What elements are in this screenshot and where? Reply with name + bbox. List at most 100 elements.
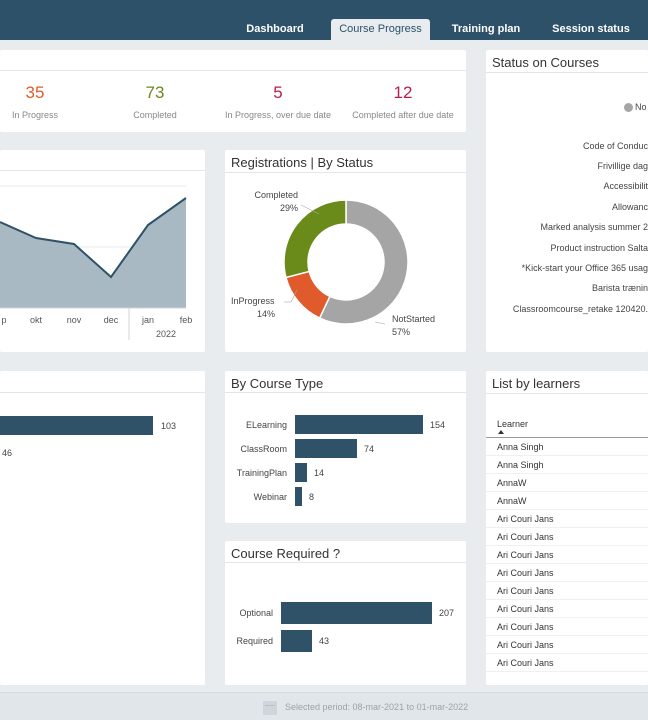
timeline-area — [0, 198, 186, 308]
donut-pct-completed: 29% — [279, 203, 298, 213]
panel-title: By Course Type — [231, 376, 324, 391]
course-name[interactable]: Frivillige dag — [597, 161, 648, 171]
course-name[interactable]: Marked analysis summer 2 — [540, 222, 648, 232]
column-header-learner[interactable]: Learner — [497, 419, 529, 429]
sort-asc-icon[interactable] — [498, 430, 504, 434]
learners-panel: List by learners Learner Anna Singh Anna … — [486, 371, 648, 685]
kpi-value: 12 — [393, 83, 413, 102]
donut-label-notstarted: NotStarted — [392, 314, 436, 324]
year-tick: 2022 — [155, 329, 177, 339]
course-name[interactable]: Code of Conduc — [582, 141, 648, 151]
bar-label: Optional — [239, 608, 273, 618]
donut-slice-completed[interactable] — [283, 199, 347, 279]
month-tick: dec — [103, 315, 119, 325]
table-row[interactable]: AnnaW — [486, 492, 648, 510]
course-name[interactable]: Barista trænin — [591, 283, 648, 293]
kpi-in-progress-overdue[interactable]: 5 In Progress, over due date — [218, 50, 338, 130]
tab-training-plan[interactable]: Training plan — [451, 23, 521, 35]
month-tick: nov — [66, 315, 82, 325]
course-required-panel: Course Required ? Optional 207 Required 43 — [225, 541, 466, 685]
table-row[interactable]: Ari Couri Jans — [486, 654, 648, 672]
month-tick: okt — [29, 315, 42, 325]
bar-value: 103 — [161, 421, 177, 431]
bar-value: 154 — [430, 419, 446, 430]
kpi-completed-after-due[interactable]: 12 Completed after due date — [343, 50, 463, 130]
table-row[interactable]: Anna Singh — [486, 438, 648, 456]
bar-label: ELearning — [245, 419, 287, 430]
legend-dot-icon — [624, 103, 633, 112]
legend-item[interactable]: No — [635, 102, 647, 112]
tab-dashboard[interactable]: Dashboard — [246, 23, 304, 35]
panel-title: Registrations | By Status — [231, 155, 374, 170]
course-name[interactable]: Accessibilit — [603, 181, 648, 191]
bar-value: 74 — [364, 443, 375, 454]
month-tick: jan — [141, 315, 154, 325]
donut-slice-inprogress[interactable] — [285, 270, 331, 320]
kpi-label: Completed — [133, 110, 177, 120]
panel-title: List by learners — [492, 376, 581, 391]
donut-label-completed: Completed — [254, 190, 298, 200]
registrations-donut-chart[interactable] — [225, 150, 466, 352]
bar-value: 8 — [309, 491, 315, 502]
course-name[interactable]: Allowanc — [611, 202, 648, 212]
bar-value: 14 — [314, 467, 325, 478]
timeline-area-chart[interactable] — [0, 150, 205, 352]
month-tick: p — [1, 315, 7, 325]
footer-bar: Selected period: 08-mar-2021 to 01-mar-2… — [0, 692, 648, 720]
bar[interactable] — [295, 487, 302, 506]
donut-pct-notstarted: 57% — [392, 327, 411, 337]
bar-label: Webinar — [253, 491, 287, 502]
kpi-value: 73 — [145, 83, 165, 102]
donut-label-inprogress: InProgress — [231, 296, 275, 306]
donut-slice-notstarted[interactable] — [318, 199, 409, 325]
bar-label: Required — [236, 636, 273, 646]
panel-title: Status on Courses — [492, 55, 599, 70]
bar[interactable] — [295, 463, 307, 482]
table-row[interactable]: AnnaW — [486, 474, 648, 492]
left-bar-panel: 103 46 — [0, 371, 205, 685]
bar-value: 46 — [2, 448, 13, 458]
tab-session-status[interactable]: Session status — [552, 23, 630, 35]
bar[interactable] — [281, 602, 432, 624]
kpi-value: 35 — [25, 83, 45, 102]
table-row[interactable]: Ari Couri Jans — [486, 528, 648, 546]
course-name[interactable]: *Kick-start your Office 365 usag — [521, 263, 648, 273]
table-row[interactable]: Ari Couri Jans — [486, 636, 648, 654]
table-row[interactable]: Ari Couri Jans — [486, 582, 648, 600]
panel-title: Course Required ? — [231, 546, 341, 561]
tab-course-progress[interactable]: Course Progress — [331, 19, 430, 40]
kpi-value: 5 — [273, 83, 283, 102]
selected-period: Selected period: 08-mar-2021 to 01-mar-2… — [285, 702, 469, 712]
table-row[interactable]: Ari Couri Jans — [486, 546, 648, 564]
timeline-line — [0, 197, 187, 279]
kpi-panel: 35 In Progress 73 Completed 5 In Progres… — [0, 50, 466, 132]
bar-value: 207 — [439, 608, 455, 618]
kpi-label: Completed after due date — [352, 110, 454, 120]
kpi-completed[interactable]: 73 Completed — [100, 50, 210, 130]
course-name[interactable]: Product instruction Salta — [550, 243, 648, 253]
bar[interactable] — [295, 415, 423, 434]
bar-label: ClassRoom — [240, 443, 287, 454]
table-row[interactable]: Ari Couri Jans — [486, 564, 648, 582]
table-row[interactable]: Ari Couri Jans — [486, 510, 648, 528]
table-row[interactable]: Ari Couri Jans — [486, 600, 648, 618]
bar-value: 43 — [319, 636, 330, 646]
donut-pct-inprogress: 14% — [257, 309, 276, 319]
bar[interactable] — [281, 630, 312, 652]
bar[interactable] — [295, 439, 357, 458]
table-row[interactable]: Ari Couri Jans — [486, 618, 648, 636]
kpi-in-progress[interactable]: 35 In Progress — [0, 50, 70, 130]
status-courses-panel: Status on Courses No Code of Conduc Friv… — [486, 50, 648, 352]
bar-label: TrainingPlan — [236, 467, 287, 478]
table-row[interactable]: Anna Singh — [486, 456, 648, 474]
kpi-label: In Progress — [11, 110, 59, 120]
course-name[interactable]: Classroomcourse_retake 120420. — [512, 304, 648, 314]
course-type-panel: By Course Type ELearning 154 ClassRoom 74 Tr… — [225, 371, 466, 523]
bar[interactable] — [0, 416, 153, 435]
calendar-icon[interactable] — [263, 701, 277, 715]
timeline-panel: p okt nov dec jan feb 2022 — [0, 150, 205, 352]
month-tick: feb — [179, 315, 193, 325]
registrations-panel: Registrations | By Status Completed 29% … — [225, 150, 466, 352]
kpi-label: In Progress, over due date — [224, 110, 332, 120]
top-nav-bar: Dashboard Course Progress Training plan … — [0, 0, 648, 40]
